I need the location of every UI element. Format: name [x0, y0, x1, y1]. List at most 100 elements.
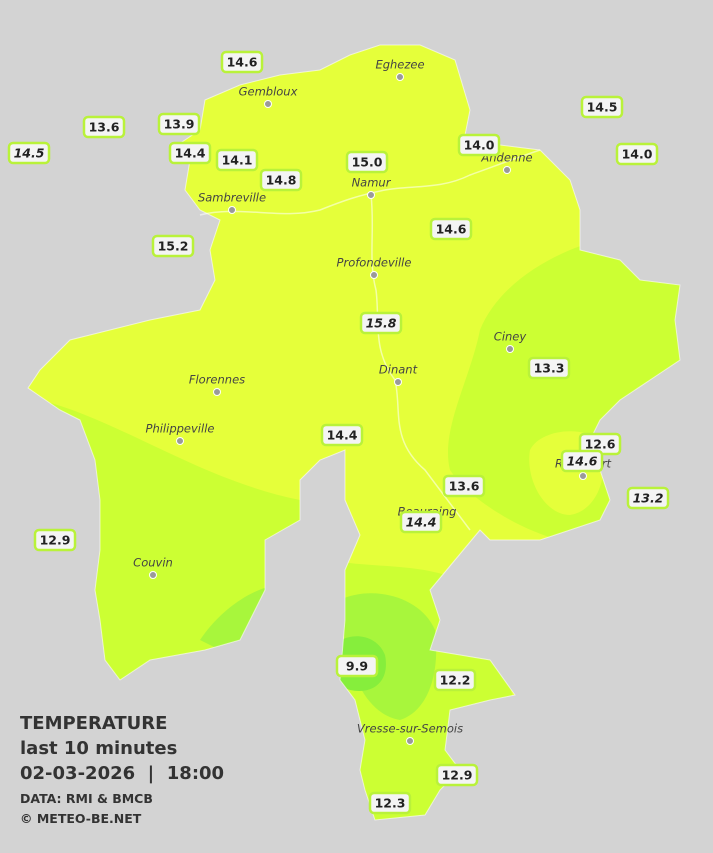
- stations: 14.6 13.6 13.9 14.5 14.4 14.1 14.8 15.0 14.0 14.5…: [7, 50, 670, 815]
- station: 14.1: [215, 148, 259, 172]
- station-box: [259, 168, 303, 192]
- station-box: [429, 217, 473, 241]
- station: 13.6: [442, 474, 486, 498]
- station-value: 15.0: [352, 155, 383, 170]
- station-box: [220, 50, 264, 74]
- city-label: Philippeville: [146, 422, 215, 436]
- city-dot: [149, 571, 157, 579]
- city-label: Profondeville: [337, 256, 412, 270]
- station-value: 14.4: [327, 428, 358, 443]
- station-value: 15.8: [366, 316, 397, 331]
- station: 15.2: [151, 234, 195, 258]
- station: 15.0: [345, 150, 389, 174]
- city-label: Eghezee: [375, 58, 424, 72]
- station-value: 13.6: [449, 479, 480, 494]
- station-value: 13.3: [534, 361, 565, 376]
- station: 14.4: [399, 510, 443, 534]
- station-value: 14.8: [266, 173, 297, 188]
- caption-source: DATA: RMI & BMCB: [20, 791, 153, 806]
- station-box: [560, 449, 604, 473]
- city-label: Ciney: [494, 330, 527, 344]
- station-box: [615, 142, 659, 166]
- station-value: 13.9: [164, 117, 195, 132]
- station-value: 13.6: [89, 120, 120, 135]
- station-box: [457, 133, 501, 157]
- station: 13.2: [626, 486, 670, 510]
- station-box: [335, 654, 379, 678]
- station-box: [157, 112, 201, 136]
- zone: [370, 511, 470, 564]
- station-value: 12.6: [585, 437, 616, 452]
- station-box: [435, 763, 479, 787]
- station: 12.3: [368, 791, 412, 815]
- station: 12.6: [578, 432, 622, 456]
- city-label: Florennes: [189, 373, 245, 387]
- city-label: Gembloux: [239, 85, 298, 99]
- station-box: [626, 486, 670, 510]
- station-value: 9.9: [346, 659, 368, 674]
- city-label: Dinant: [379, 363, 418, 377]
- station-value: 14.6: [567, 454, 598, 469]
- station-value: 14.4: [406, 515, 437, 530]
- station-value: 15.2: [158, 239, 189, 254]
- station-box: [33, 528, 77, 552]
- city-dot: [213, 388, 221, 396]
- station: 13.3: [527, 356, 571, 380]
- caption-period: last 10 minutes: [20, 738, 177, 759]
- station-value: 14.6: [436, 222, 467, 237]
- station-value: 14.0: [622, 147, 653, 162]
- city-dot: [394, 378, 402, 386]
- station: 12.9: [33, 528, 77, 552]
- station-value: 14.0: [464, 138, 495, 153]
- station: 13.6: [82, 115, 126, 139]
- station: 14.5: [7, 141, 51, 165]
- station: 14.0: [457, 133, 501, 157]
- city-dot: [396, 73, 404, 81]
- station-value: 12.9: [40, 533, 71, 548]
- city-dot: [228, 206, 236, 214]
- station: 12.2: [433, 668, 477, 692]
- station-value: 14.5: [587, 100, 618, 115]
- station-value: 12.3: [375, 796, 406, 811]
- city-label: Couvin: [133, 556, 173, 570]
- caption-credit: © METEO-BE.NET: [20, 811, 142, 826]
- station-value: 13.2: [633, 491, 664, 506]
- city-dot: [406, 737, 414, 745]
- station-box: [320, 423, 364, 447]
- station-box: [151, 234, 195, 258]
- station-value: 14.4: [175, 146, 206, 161]
- station-box: [359, 311, 403, 335]
- station: 14.6: [560, 449, 604, 473]
- caption: TEMPERATURE last 10 minutes 02-03-2026 |…: [20, 713, 224, 826]
- station: 15.8: [359, 311, 403, 335]
- station-box: [442, 474, 486, 498]
- caption-heading: TEMPERATURE: [20, 713, 167, 734]
- station-value: 12.9: [442, 768, 473, 783]
- city-dot: [264, 100, 272, 108]
- station-box: [168, 141, 212, 165]
- station-box: [7, 141, 51, 165]
- station: 9.9: [335, 654, 379, 678]
- city-label: Vresse-sur-Semois: [357, 722, 463, 736]
- station-value: 14.1: [222, 153, 253, 168]
- station: 14.8: [259, 168, 303, 192]
- station: 14.5: [580, 95, 624, 119]
- city-dot: [176, 437, 184, 445]
- station: 14.0: [615, 142, 659, 166]
- city-label: Namur: [352, 176, 392, 190]
- station: 14.4: [320, 423, 364, 447]
- city-label: Sambreville: [198, 191, 266, 205]
- station-box: [580, 95, 624, 119]
- station-box: [368, 791, 412, 815]
- station-box: [345, 150, 389, 174]
- station-value: 14.5: [14, 146, 45, 161]
- station: 14.6: [429, 217, 473, 241]
- station: 12.9: [435, 763, 479, 787]
- station: 13.9: [157, 112, 201, 136]
- station: 14.6: [220, 50, 264, 74]
- station-value: 12.2: [440, 673, 471, 688]
- city-dot: [579, 472, 587, 480]
- station-box: [215, 148, 259, 172]
- station-box: [527, 356, 571, 380]
